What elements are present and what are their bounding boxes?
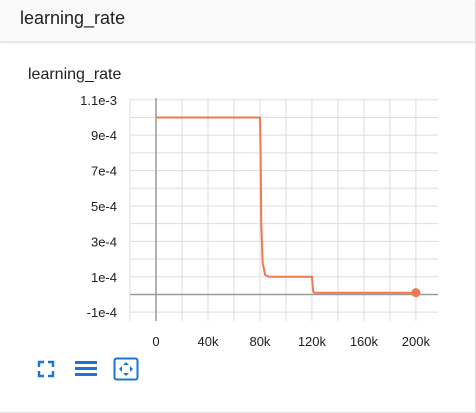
tag-group-title: learning_rate [20,8,126,28]
expand-icon [37,360,55,378]
y-tick-label: 3e-4 [91,234,117,249]
y-tick-label: 7e-4 [91,164,117,179]
chart-series [156,116,421,298]
y-tick-label: 5e-4 [91,199,117,214]
x-tick-label: 80k [249,334,270,349]
lines-icon [75,361,97,376]
fit-icon [113,357,139,381]
chart-grid [129,98,438,321]
x-tick-label: 120k [298,334,327,349]
chart-ticks: 1.1e-3 9e-4 7e-4 5e-4 3e-4 1e-4 -1e-4 0 40k 80k 12… [80,93,430,349]
x-tick-label: 200k [402,334,431,349]
y-tick-label: -1e-4 [87,305,117,320]
x-tick-label: 160k [350,334,379,349]
line-chart[interactable]: 1.1e-3 9e-4 7e-4 5e-4 3e-4 1e-4 -1e-4 0 40k 80k 12… [0,92,476,354]
y-tick-label: 1.1e-3 [80,93,117,108]
last-point-marker [411,288,421,298]
toggle-expand-button[interactable] [33,356,59,382]
y-tick-label: 9e-4 [91,128,117,143]
card-title: learning_rate [28,66,122,83]
x-tick-label: 40k [197,334,218,349]
tag-group-header[interactable]: learning_rate [0,0,475,42]
y-tick-label: 1e-4 [91,270,117,285]
chart-axes [130,98,438,321]
series-line-learning-rate [156,116,416,294]
fit-domain-button[interactable] [113,356,139,382]
toggle-log-scale-button[interactable] [73,356,99,382]
x-tick-label: 0 [152,334,159,349]
